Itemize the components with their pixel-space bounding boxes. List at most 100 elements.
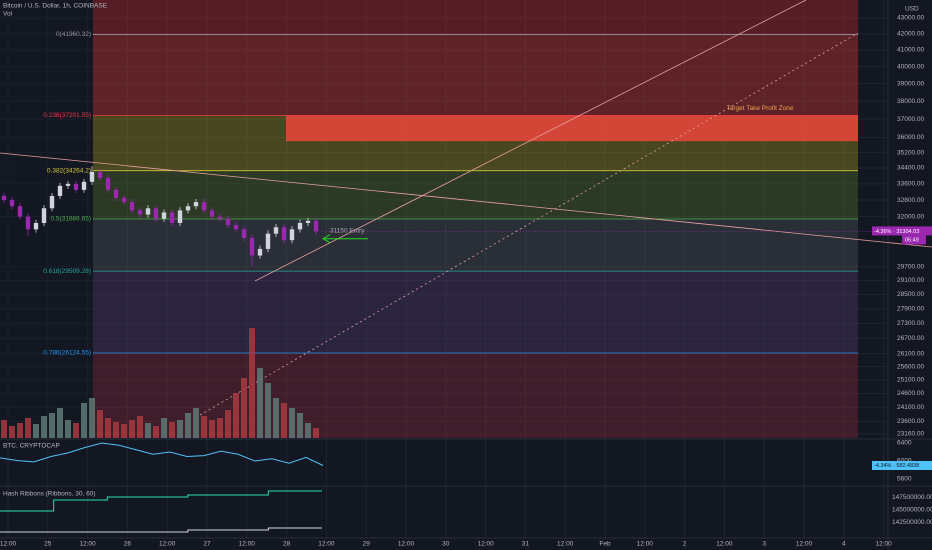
- candle-body: [1, 195, 7, 201]
- hash-label: Hash Ribbons (Ribbons, 30, 60): [3, 491, 96, 498]
- price-tick-label: 26700.00: [897, 335, 924, 342]
- volume-bar: [305, 423, 311, 438]
- candle-body: [257, 248, 263, 256]
- currency: USD: [905, 6, 919, 13]
- volume-bar: [57, 408, 63, 438]
- volume-bar: [25, 418, 31, 438]
- volume-bar: [105, 418, 111, 438]
- volume-bar: [33, 424, 39, 438]
- price-tick-label: 38000.00: [897, 98, 924, 105]
- volume-bar: [129, 420, 135, 438]
- trend-line: [254, 0, 807, 282]
- time-label: 12:00: [637, 541, 654, 548]
- candle-body: [145, 208, 151, 215]
- fib-band: [93, 353, 858, 438]
- volume-bar: [153, 426, 159, 438]
- volume-bar: [225, 410, 231, 438]
- volume-bar: [137, 416, 143, 438]
- target-label: Target Take Profit Zone: [726, 105, 793, 112]
- hash-tick: 145000000.00: [892, 507, 932, 514]
- volume-bar: [273, 398, 279, 438]
- candle-body: [57, 185, 63, 196]
- candle-body: [201, 202, 207, 211]
- fib-label: 0(41960.32): [56, 31, 91, 38]
- hash-tick: 147500000.00: [892, 494, 932, 501]
- fib-band: [93, 219, 858, 272]
- candle-body: [177, 210, 183, 223]
- price-tick-label: 42000.00: [897, 31, 924, 38]
- candle-body: [65, 183, 71, 186]
- fib-label: 0.618(29509.28): [43, 268, 91, 275]
- fib-label: 0.382(34264.2): [47, 167, 91, 174]
- candle-body: [81, 181, 87, 190]
- price-tick-label: 33600.00: [897, 181, 924, 188]
- entry-arrowhead: [321, 234, 331, 244]
- price-tick-label: 27900.00: [897, 306, 924, 313]
- chart-title: Bitcoin / U.S. Dollar, 1h, COINBASE: [3, 3, 108, 10]
- time-label: 4: [842, 541, 846, 548]
- cryptocap-last-label: -4.34% · 582.4838: [874, 463, 919, 469]
- last-price-box: [872, 226, 932, 236]
- volume-bar: [121, 424, 127, 438]
- fib-band: [93, 170, 858, 220]
- candle-body: [129, 202, 135, 211]
- price-tick-label: 34400.00: [897, 165, 924, 172]
- volume-bar: [169, 422, 175, 438]
- time-label: 2: [683, 541, 687, 548]
- time-label: 12:00: [79, 541, 96, 548]
- time-label: 30: [442, 541, 450, 548]
- volume-bar: [49, 413, 55, 438]
- price-tick-label: 27300.00: [897, 320, 924, 327]
- time-label: 28: [283, 541, 291, 548]
- candle-body: [161, 212, 167, 219]
- fib-band: [93, 0, 858, 35]
- time-label: 29: [363, 541, 371, 548]
- volume-bar: [201, 416, 207, 438]
- cryptocap-line: [0, 442, 324, 466]
- price-tick-label: 41000.00: [897, 47, 924, 54]
- time-label: 12:00: [398, 541, 415, 548]
- fib-band: [93, 34, 858, 116]
- time-label: 12:00: [716, 541, 733, 548]
- candle-body: [113, 189, 119, 198]
- price-tick-label: 32000.00: [897, 213, 924, 220]
- volume-bar: [233, 393, 239, 438]
- countdown-box: [902, 235, 926, 245]
- price-tick-label: 39000.00: [897, 80, 924, 87]
- volume-bar: [217, 418, 223, 438]
- volume-bar: [281, 403, 287, 438]
- candle-body: [281, 227, 287, 241]
- candle-body: [137, 210, 143, 215]
- time-label: 12:00: [477, 541, 494, 548]
- entry-label: 31150 Entry: [330, 227, 365, 234]
- time-label: 27: [203, 541, 211, 548]
- volume-bar: [145, 423, 151, 438]
- trend-line-dotted: [199, 32, 859, 416]
- hash-tick: 142500000.00: [892, 519, 932, 526]
- volume-bar: [89, 398, 95, 438]
- volume-bar: [257, 368, 263, 438]
- time-label: Feb: [599, 541, 611, 548]
- volume-bar: [17, 423, 23, 438]
- price-tick-label: 29100.00: [897, 277, 924, 284]
- candle-body: [297, 222, 303, 230]
- price-tick-label: 37000.00: [897, 116, 924, 123]
- price-tick-label: 35200.00: [897, 149, 924, 156]
- fib-label: 0.5(31886.65): [51, 216, 91, 223]
- candle-body: [313, 220, 319, 232]
- countdown-label: 05:49: [905, 237, 919, 243]
- volume-label: Vol: [3, 11, 13, 18]
- cryptocap-label: BTC, CRYPTOCAP: [3, 443, 60, 450]
- price-tick-label: 40000.00: [897, 63, 924, 70]
- time-label: 31: [522, 541, 530, 548]
- volume-bar: [97, 410, 103, 438]
- candle-body: [233, 225, 239, 230]
- price-tick-label: 25600.00: [897, 363, 924, 370]
- fib-label: 0.786(26124.55): [43, 350, 91, 357]
- volume-bar: [313, 428, 319, 438]
- price-tick-label: 29700.00: [897, 264, 924, 271]
- candle-body: [25, 216, 31, 230]
- left-shade: [0, 0, 93, 438]
- volume-bar: [209, 420, 215, 438]
